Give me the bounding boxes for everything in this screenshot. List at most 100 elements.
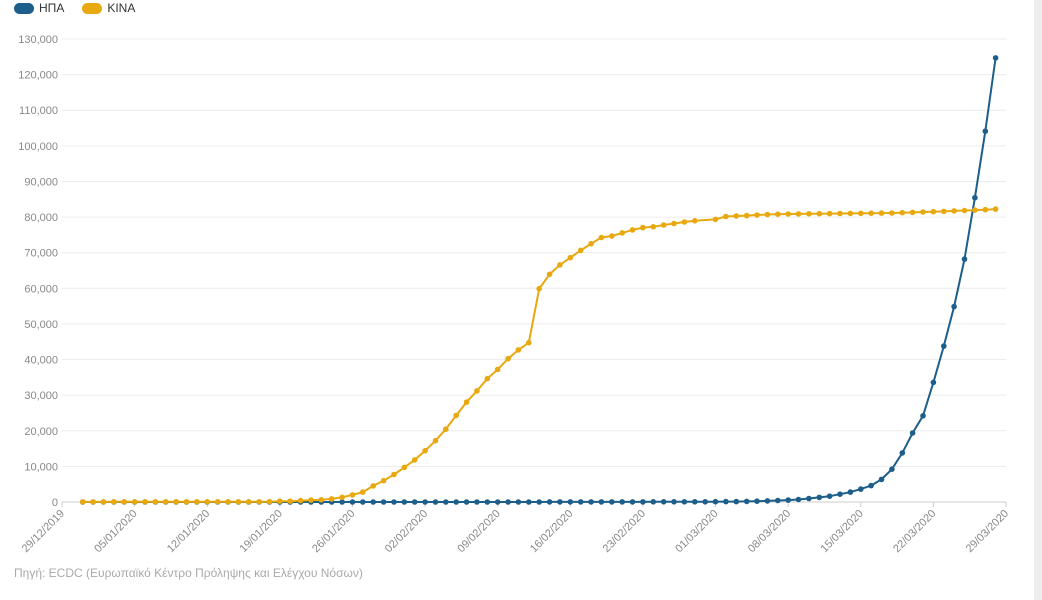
y-tick-label: 50,000 (24, 319, 58, 331)
x-tick-label: 05/01/2020 (92, 508, 139, 555)
y-tick-label: 100,000 (18, 141, 58, 153)
data-point (515, 499, 522, 505)
data-point (681, 499, 688, 505)
data-point (972, 207, 978, 213)
data-point (712, 216, 719, 223)
data-point (868, 482, 874, 489)
data-point (588, 499, 594, 505)
data-point (743, 498, 750, 505)
data-point (868, 210, 874, 216)
data-point (858, 210, 864, 217)
data-point (972, 194, 978, 201)
data-point (484, 499, 491, 505)
data-point (152, 499, 159, 505)
data-point (650, 224, 657, 230)
data-point (743, 212, 750, 219)
data-point (629, 499, 636, 505)
y-tick-label: 110,000 (19, 105, 58, 117)
data-point (567, 499, 574, 505)
data-point (671, 220, 677, 227)
data-point (453, 499, 460, 505)
data-point (297, 497, 304, 504)
data-point (588, 240, 594, 247)
data-point (660, 222, 667, 228)
x-tick-label: 02/02/2020 (383, 508, 430, 555)
data-point (671, 499, 677, 505)
data-point (858, 486, 864, 492)
data-point (764, 211, 771, 218)
data-point (339, 499, 345, 505)
data-point (349, 492, 356, 498)
data-point (681, 219, 688, 225)
legend-item-1[interactable]: ΗΠΑ (14, 1, 64, 15)
data-point (526, 339, 532, 346)
data-point (308, 497, 314, 503)
data-point (546, 271, 553, 278)
x-tick-label: 16/02/2020 (528, 508, 575, 555)
data-point (505, 355, 511, 362)
x-tick-label: 08/03/2020 (746, 508, 793, 555)
data-point (992, 55, 999, 61)
data-point (422, 499, 428, 505)
source-note: Πηγή: ECDC (Ευρωπαϊκό Κέντρο Πρόληψης κα… (14, 566, 363, 580)
data-point (432, 499, 439, 505)
data-point (692, 499, 698, 505)
data-point (90, 499, 96, 505)
line-chart: 0 10,000 20,000 30,000 40,000 50,000 60,000 70,… (18, 34, 1011, 555)
data-point (712, 498, 719, 505)
data-point (826, 493, 833, 500)
data-point (380, 499, 387, 505)
legend-label: ΗΠΑ (39, 1, 65, 15)
data-point (702, 499, 708, 505)
data-point (754, 212, 760, 218)
data-point (847, 210, 854, 217)
x-tick-label: 09/02/2020 (455, 508, 502, 555)
y-tick-label: 120,000 (18, 70, 58, 82)
data-point (567, 254, 574, 261)
legend-item-2[interactable]: ΚΙΝΑ (82, 1, 135, 15)
data-point (764, 498, 771, 504)
data-point (961, 256, 968, 262)
data-point (225, 499, 231, 505)
data-point (235, 499, 242, 505)
data-point (142, 499, 148, 505)
y-tick-label: 70,000 (24, 248, 58, 260)
x-tick-label: 19/01/2020 (238, 508, 285, 555)
y-tick-label: 0 (52, 497, 58, 509)
data-point (463, 499, 470, 505)
data-point (370, 483, 377, 489)
data-point (577, 247, 584, 254)
data-point (909, 209, 916, 216)
data-point (557, 262, 563, 268)
data-point (806, 495, 812, 502)
data-point (806, 211, 812, 217)
data-point (878, 476, 885, 483)
data-point (204, 499, 210, 505)
data-point (640, 224, 646, 231)
data-point (121, 499, 127, 505)
data-point (930, 208, 937, 215)
data-point (401, 499, 408, 505)
data-point (536, 499, 542, 505)
data-point (785, 497, 791, 503)
data-point (474, 499, 480, 505)
data-point (899, 450, 906, 456)
data-point (577, 499, 584, 505)
series-line-1 (82, 57, 997, 503)
data-point (775, 211, 781, 217)
data-point (609, 233, 615, 239)
data-point (266, 498, 273, 505)
data-point (111, 499, 117, 505)
data-point (391, 499, 397, 505)
data-point (795, 211, 802, 217)
data-point (816, 494, 823, 501)
data-point (546, 499, 553, 505)
x-tick-label: 23/02/2020 (601, 508, 648, 555)
y-tick-label: 30,000 (24, 390, 58, 402)
data-point (391, 471, 397, 478)
data-point (837, 491, 843, 498)
scrollbar[interactable] (1034, 0, 1042, 600)
x-tick-label: 01/03/2020 (673, 508, 720, 555)
data-point (318, 497, 325, 503)
data-point (277, 498, 283, 505)
